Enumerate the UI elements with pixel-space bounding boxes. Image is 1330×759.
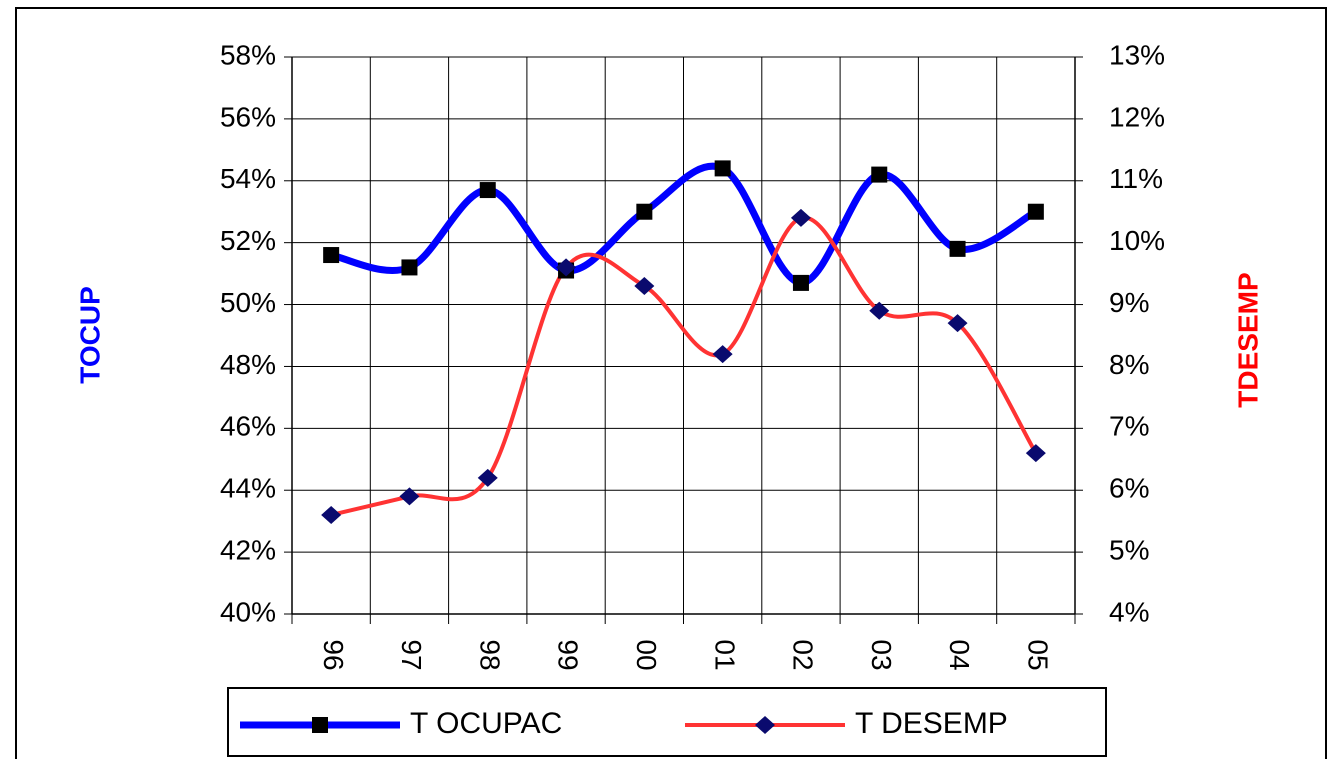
marker (714, 160, 731, 177)
y2-tick-label: 6% (1109, 473, 1149, 504)
y2-axis-title: TDESEMP (1232, 272, 1263, 407)
y2-tick-label: 4% (1109, 596, 1149, 627)
x-tick-label: 04 (944, 639, 975, 670)
y-tick-label: 46% (220, 411, 276, 442)
marker (792, 274, 809, 291)
marker (321, 505, 342, 524)
y-tick-label: 58% (220, 39, 276, 70)
y-tick-label: 56% (220, 101, 276, 132)
y-tick-label: 50% (220, 287, 276, 318)
y-tick-label: 44% (220, 473, 276, 504)
legend-label: T OCUPAC (410, 707, 562, 740)
x-tick-label: 97 (396, 639, 427, 670)
x-tick-label: 05 (1022, 639, 1053, 670)
series-line (330, 215, 1038, 517)
legend-label: T DESEMP (855, 707, 1008, 740)
y-tick-label: 40% (220, 596, 276, 627)
y-tick-label: 42% (220, 535, 276, 566)
legend-marker (755, 716, 775, 734)
y2-tick-label: 13% (1109, 39, 1165, 70)
y2-tick-label: 8% (1109, 349, 1149, 380)
marker (712, 345, 733, 364)
marker (949, 240, 966, 257)
y2-tick-label: 9% (1109, 287, 1149, 318)
legend-box (227, 687, 1107, 757)
marker (556, 258, 577, 277)
marker (790, 208, 811, 227)
chart-frame (15, 7, 1327, 759)
marker (869, 301, 890, 320)
y2-tick-label: 12% (1109, 101, 1165, 132)
x-tick-label: 01 (709, 639, 740, 670)
marker (477, 468, 498, 487)
marker (479, 182, 496, 199)
marker (634, 276, 655, 295)
marker (401, 259, 418, 276)
y2-tick-label: 7% (1109, 411, 1149, 442)
x-tick-label: 00 (631, 639, 662, 670)
marker (947, 314, 968, 333)
x-tick-label: 96 (318, 639, 349, 670)
y-tick-label: 48% (220, 349, 276, 380)
marker (1027, 203, 1044, 220)
marker (1025, 444, 1046, 463)
marker (399, 487, 420, 506)
x-tick-label: 03 (866, 639, 897, 670)
series-line (330, 162, 1038, 287)
x-tick-label: 99 (553, 639, 584, 670)
x-tick-label: 02 (788, 639, 819, 670)
y-tick-label: 52% (220, 225, 276, 256)
y2-tick-label: 10% (1109, 225, 1165, 256)
marker (871, 166, 888, 183)
y-axis-title: TOCUP (74, 286, 105, 384)
y2-tick-label: 5% (1109, 535, 1149, 566)
marker (323, 247, 340, 264)
marker (636, 203, 653, 220)
legend-marker (312, 717, 328, 733)
y-tick-label: 54% (220, 163, 276, 194)
x-tick-label: 98 (474, 639, 505, 670)
y2-tick-label: 11% (1109, 163, 1163, 194)
